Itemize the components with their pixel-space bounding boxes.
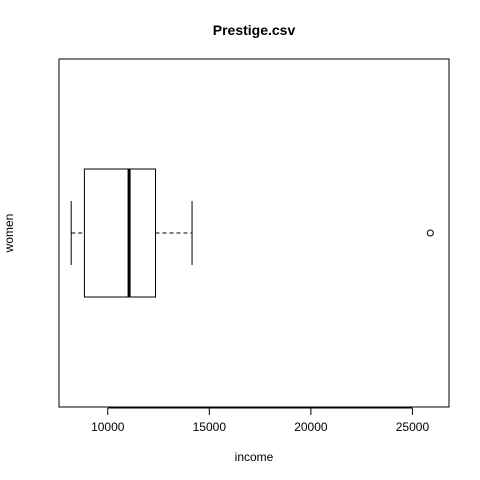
chart-title: Prestige.csv: [213, 22, 296, 38]
interquartile-box: [83, 168, 156, 298]
x-tick-label: 25000: [396, 420, 430, 434]
outlier-point: [426, 229, 434, 237]
x-tick-label: 10000: [91, 420, 125, 434]
x-axis-label: income: [235, 450, 274, 464]
x-tick-label: 15000: [193, 420, 227, 434]
box-layer: [70, 168, 434, 298]
x-tick-label: 20000: [294, 420, 328, 434]
x-axis: 10000 15000 20000 25000: [91, 407, 430, 434]
plot-frame: [58, 58, 450, 408]
y-axis-label: women: [2, 214, 16, 254]
